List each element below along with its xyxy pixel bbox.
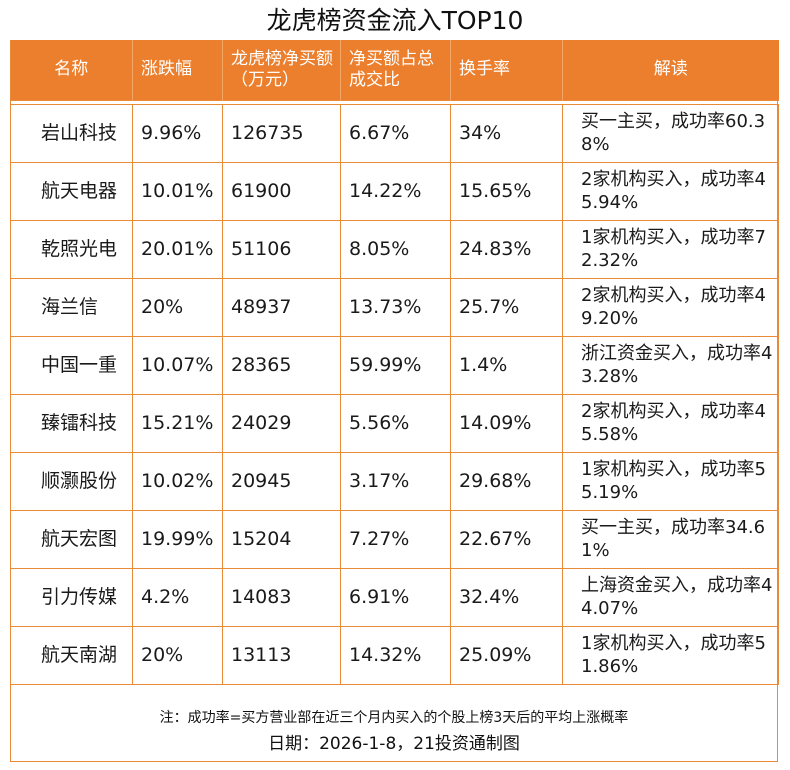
cell-turnover: 29.68%	[450, 451, 563, 511]
table-row: 乾照光电 20.01% 51106 8.05% 24.83% 1家机构买入，成功…	[10, 219, 779, 279]
cell-net-buy: 28365	[222, 335, 341, 395]
cell-interpretation: 买一主买，成功率60.38%	[562, 103, 779, 163]
cell-net-buy: 13113	[222, 625, 341, 685]
cell-name: 顺灏股份	[10, 451, 133, 511]
header-change: 涨跌幅	[132, 40, 223, 100]
cell-interpretation: 浙江资金买入，成功率43.28%	[562, 335, 779, 395]
cell-interpretation: 1家机构买入，成功率51.86%	[562, 625, 779, 685]
cell-name: 海兰信	[10, 277, 133, 337]
cell-turnover: 1.4%	[450, 335, 563, 395]
table-row: 岩山科技 9.96% 126735 6.67% 34% 买一主买，成功率60.3…	[10, 103, 779, 163]
cell-turnover: 14.09%	[450, 393, 563, 453]
cell-name: 乾照光电	[10, 219, 133, 279]
cell-change: 10.01%	[132, 161, 223, 221]
cell-net-buy: 24029	[222, 393, 341, 453]
cell-net-buy: 126735	[222, 103, 341, 163]
cell-change: 4.2%	[132, 567, 223, 627]
cell-net-ratio: 8.05%	[340, 219, 451, 279]
table-row: 臻镭科技 15.21% 24029 5.56% 14.09% 2家机构买入，成功…	[10, 393, 779, 453]
cell-net-ratio: 5.56%	[340, 393, 451, 453]
header-net-ratio: 净买额占总成交比	[340, 40, 451, 100]
cell-net-buy: 51106	[222, 219, 341, 279]
cell-name: 引力传媒	[10, 567, 133, 627]
cell-turnover: 15.65%	[450, 161, 563, 221]
cell-change: 20%	[132, 625, 223, 685]
cell-change: 9.96%	[132, 103, 223, 163]
cell-name: 航天宏图	[10, 509, 133, 569]
header-interpretation: 解读	[562, 40, 779, 100]
cell-interpretation: 1家机构买入，成功率72.32%	[562, 219, 779, 279]
table-row: 航天电器 10.01% 61900 14.22% 15.65% 2家机构买入，成…	[10, 161, 779, 221]
cell-net-ratio: 6.91%	[340, 567, 451, 627]
cell-net-buy: 15204	[222, 509, 341, 569]
cell-change: 10.02%	[132, 451, 223, 511]
cell-interpretation: 1家机构买入，成功率55.19%	[562, 451, 779, 511]
cell-net-buy: 20945	[222, 451, 341, 511]
cell-net-ratio: 13.73%	[340, 277, 451, 337]
cell-name: 航天南湖	[10, 625, 133, 685]
cell-turnover: 34%	[450, 103, 563, 163]
cell-turnover: 22.67%	[450, 509, 563, 569]
header-row: 名称 涨跌幅 龙虎榜净买额（万元） 净买额占总成交比 换手率 解读	[10, 40, 779, 100]
cell-net-ratio: 6.67%	[340, 103, 451, 163]
cell-turnover: 25.7%	[450, 277, 563, 337]
header-name: 名称	[10, 40, 133, 100]
cell-turnover: 25.09%	[450, 625, 563, 685]
cell-net-ratio: 14.32%	[340, 625, 451, 685]
header-turnover: 换手率	[450, 40, 563, 100]
cell-turnover: 32.4%	[450, 567, 563, 627]
table-row: 海兰信 20% 48937 13.73% 25.7% 2家机构买入，成功率49.…	[10, 277, 779, 337]
table-row: 引力传媒 4.2% 14083 6.91% 32.4% 上海资金买入，成功率44…	[10, 567, 779, 627]
cell-interpretation: 买一主买，成功率34.61%	[562, 509, 779, 569]
cell-change: 20%	[132, 277, 223, 337]
table-row: 航天宏图 19.99% 15204 7.27% 22.67% 买一主买，成功率3…	[10, 509, 779, 569]
page-title: 龙虎榜资金流入TOP10	[266, 6, 524, 35]
cell-interpretation: 上海资金买入，成功率44.07%	[562, 567, 779, 627]
cell-net-buy: 48937	[222, 277, 341, 337]
cell-net-buy: 61900	[222, 161, 341, 221]
header-net-buy: 龙虎榜净买额（万元）	[222, 40, 341, 100]
footnote: 注：成功率=买方营业部在近三个月内买入的个股上榜3天后的平均上涨概率	[159, 710, 629, 726]
cell-turnover: 24.83%	[450, 219, 563, 279]
cell-net-ratio: 14.22%	[340, 161, 451, 221]
cell-interpretation: 2家机构买入，成功率45.58%	[562, 393, 779, 453]
cell-interpretation: 2家机构买入，成功率49.20%	[562, 277, 779, 337]
cell-change: 10.07%	[132, 335, 223, 395]
cell-change: 15.21%	[132, 393, 223, 453]
cell-net-ratio: 7.27%	[340, 509, 451, 569]
cell-name: 中国一重	[10, 335, 133, 395]
cell-change: 20.01%	[132, 219, 223, 279]
cell-name: 臻镭科技	[10, 393, 133, 453]
cell-net-ratio: 59.99%	[340, 335, 451, 395]
cell-net-ratio: 3.17%	[340, 451, 451, 511]
cell-name: 航天电器	[10, 161, 133, 221]
cell-interpretation: 2家机构买入，成功率45.94%	[562, 161, 779, 221]
cell-net-buy: 14083	[222, 567, 341, 627]
table-row: 顺灏股份 10.02% 20945 3.17% 29.68% 1家机构买入，成功…	[10, 451, 779, 511]
data-table: 名称 涨跌幅 龙虎榜净买额（万元） 净买额占总成交比 换手率 解读 岩山科技 9…	[10, 40, 779, 685]
table-row: 中国一重 10.07% 28365 59.99% 1.4% 浙江资金买入，成功率…	[10, 335, 779, 395]
cell-name: 岩山科技	[10, 103, 133, 163]
table-row: 航天南湖 20% 13113 14.32% 25.09% 1家机构买入，成功率5…	[10, 625, 779, 685]
date-credit: 日期：2026-1-8，21投资通制图	[268, 734, 520, 754]
cell-change: 19.99%	[132, 509, 223, 569]
